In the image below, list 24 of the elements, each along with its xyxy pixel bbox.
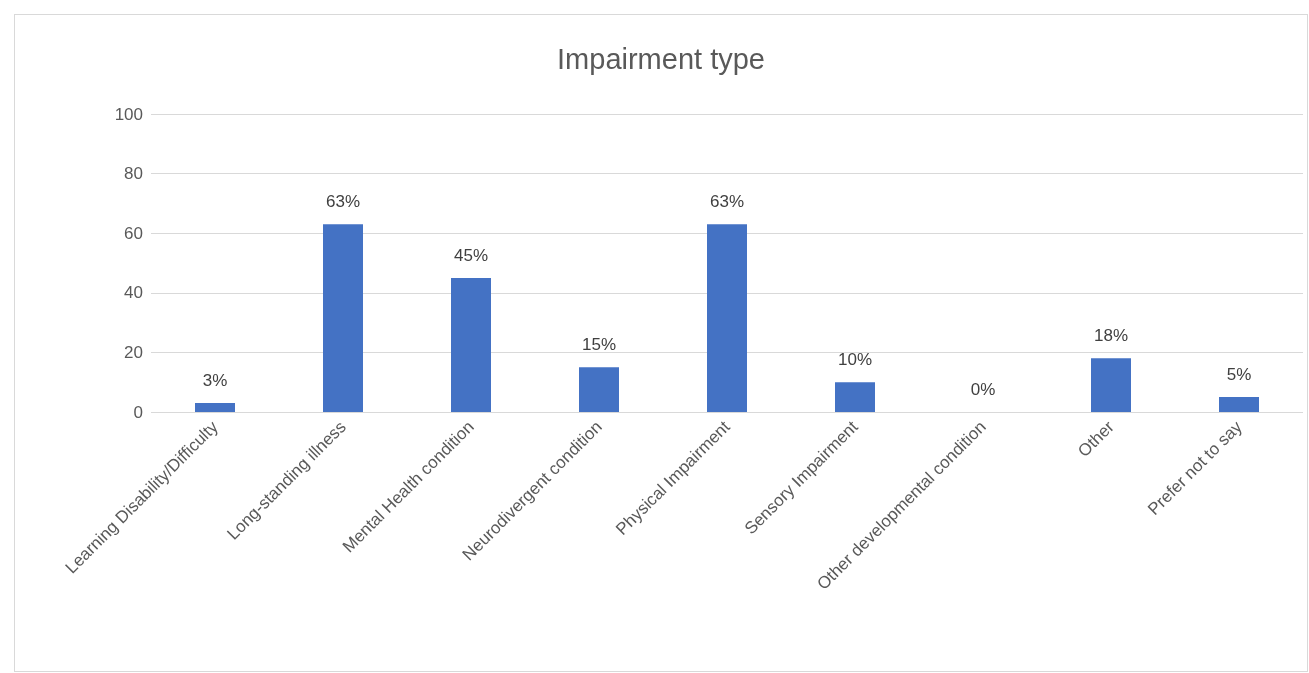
- data-label: 0%: [970, 380, 996, 399]
- data-label: 15%: [581, 335, 617, 355]
- bar: [707, 224, 747, 412]
- chart-title: Impairment type: [557, 42, 765, 75]
- data-label: 3%: [202, 371, 228, 391]
- y-tick-label: 20: [124, 342, 143, 362]
- bar: [1219, 397, 1259, 412]
- bar: [195, 403, 235, 412]
- y-tick-label: 40: [124, 283, 143, 303]
- y-tick-label: 60: [124, 223, 143, 243]
- bar: [323, 224, 363, 412]
- data-label: 18%: [1093, 326, 1129, 346]
- bar: [1091, 358, 1131, 412]
- bar: [451, 277, 491, 412]
- y-tick-label: 100: [114, 104, 143, 124]
- data-label: 63%: [325, 192, 361, 212]
- data-label: 5%: [1226, 365, 1252, 385]
- y-tick-label: 0: [133, 402, 143, 422]
- bar: [835, 382, 875, 412]
- bar: [579, 367, 619, 412]
- data-label: 63%: [709, 192, 745, 212]
- y-tick-label: 80: [124, 164, 143, 184]
- data-label: 45%: [453, 245, 489, 265]
- data-label: 10%: [837, 350, 873, 370]
